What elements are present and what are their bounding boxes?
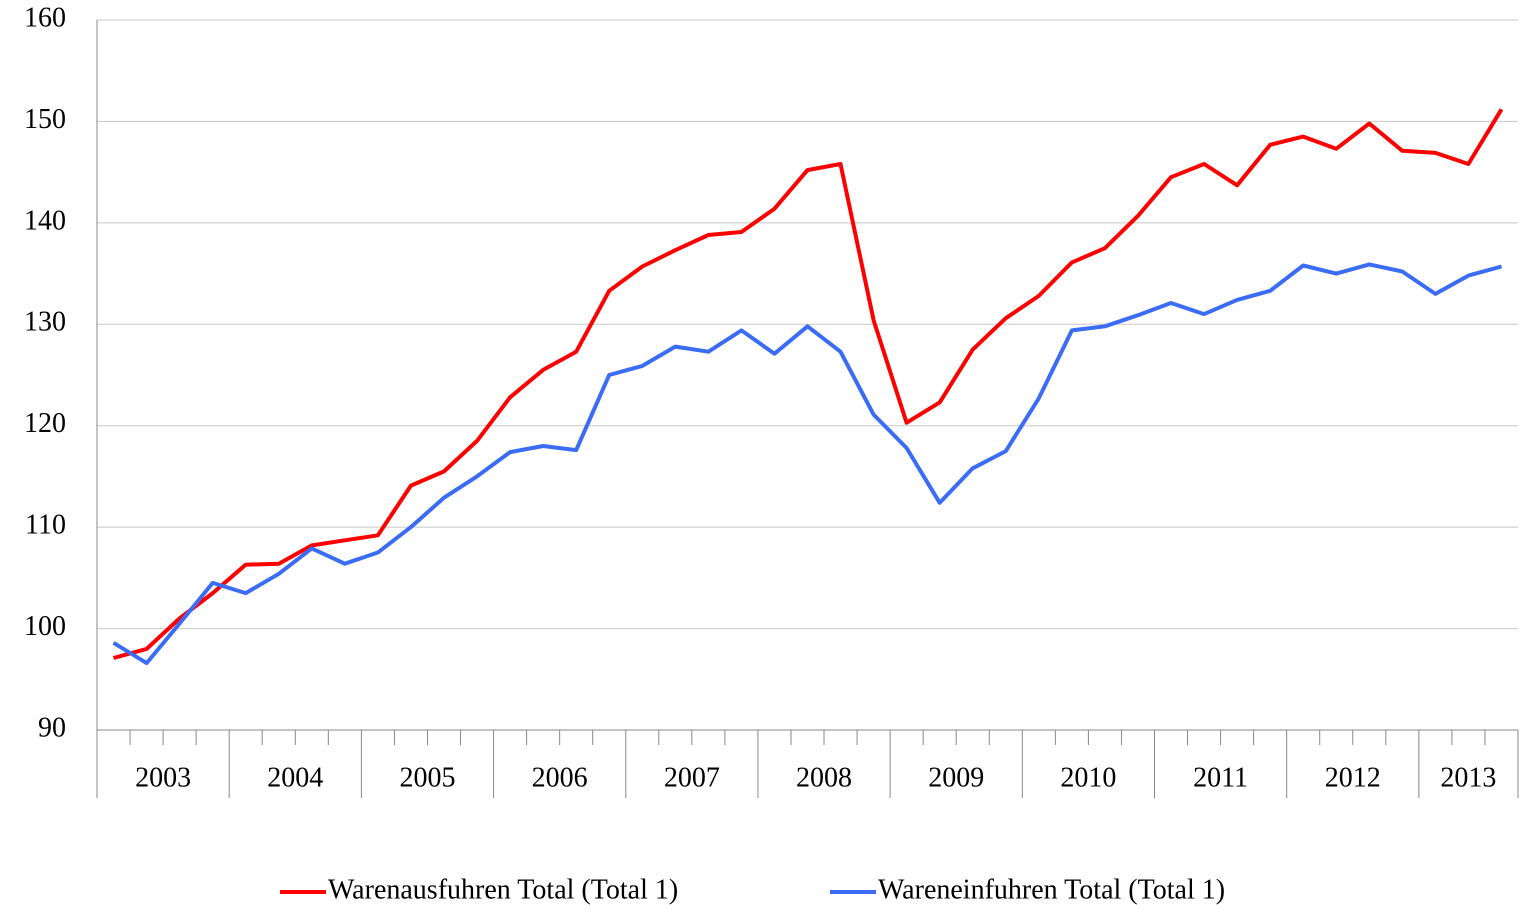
x-group-label: 2010 bbox=[1060, 762, 1116, 793]
y-tick-label: 150 bbox=[24, 104, 66, 135]
y-tick-label: 140 bbox=[24, 205, 66, 236]
x-group-label: 2008 bbox=[796, 762, 852, 793]
x-group-label: 2012 bbox=[1325, 762, 1381, 793]
series-line bbox=[112, 108, 1504, 660]
series-line bbox=[112, 262, 1503, 666]
x-group-label: 2009 bbox=[928, 762, 984, 793]
x-group-label: 2007 bbox=[664, 762, 720, 793]
x-group-label: 2011 bbox=[1193, 762, 1248, 793]
y-tick-label: 100 bbox=[24, 611, 66, 642]
y-tick-label: 120 bbox=[24, 408, 66, 439]
x-group-label: 2003 bbox=[135, 762, 191, 793]
legend-label: Warenausfuhren Total (Total 1) bbox=[328, 874, 678, 905]
y-tick-label: 130 bbox=[24, 307, 66, 338]
x-group-label: 2004 bbox=[267, 762, 323, 793]
x-group-label: 2006 bbox=[532, 762, 588, 793]
legend-label: Wareneinfuhren Total (Total 1) bbox=[878, 874, 1225, 905]
y-tick-label: 110 bbox=[25, 510, 66, 541]
y-tick-label: 90 bbox=[38, 712, 66, 743]
x-group-label: 2005 bbox=[399, 762, 455, 793]
x-group-label: 2013 bbox=[1440, 762, 1496, 793]
y-tick-label: 160 bbox=[24, 2, 66, 33]
